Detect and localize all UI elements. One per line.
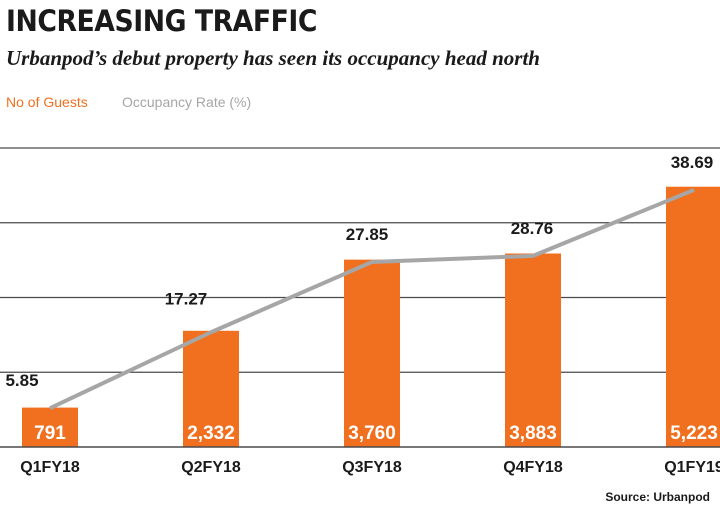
legend-occupancy: Occupancy Rate (%) xyxy=(122,94,252,110)
category-label: Q1FY19 xyxy=(664,459,720,476)
occupancy-value-label: 28.76 xyxy=(511,219,554,238)
chart-subtitle: Urbanpod’s debut property has seen its o… xyxy=(6,46,540,70)
occupancy-value-label: 17.27 xyxy=(165,289,208,308)
bar-guests xyxy=(666,186,720,447)
category-label: Q1FY18 xyxy=(20,459,80,476)
occupancy-value-label: 27.85 xyxy=(346,225,389,244)
bar-guests xyxy=(22,407,78,447)
legend-guests: No of Guests xyxy=(6,94,88,110)
bar-guests xyxy=(344,259,400,447)
category-label: Q3FY18 xyxy=(342,459,402,476)
bar-guests xyxy=(505,253,561,447)
category-label: Q4FY18 xyxy=(503,459,563,476)
bar-value-label: 791 xyxy=(34,423,66,444)
bar-value-label: 5,223 xyxy=(670,423,718,444)
source-note: Source: Urbanpod xyxy=(605,490,710,504)
bar-value-label: 3,760 xyxy=(348,423,396,444)
bar-value-label: 3,883 xyxy=(509,423,557,444)
category-label: Q2FY18 xyxy=(181,459,241,476)
chart-title: INCREASING TRAFFIC xyxy=(6,4,317,38)
occupancy-value-label: 5.85 xyxy=(5,371,38,390)
bar-value-label: 2,332 xyxy=(187,423,235,444)
occupancy-value-label: 38.69 xyxy=(671,153,714,172)
bar-guests xyxy=(183,330,239,447)
